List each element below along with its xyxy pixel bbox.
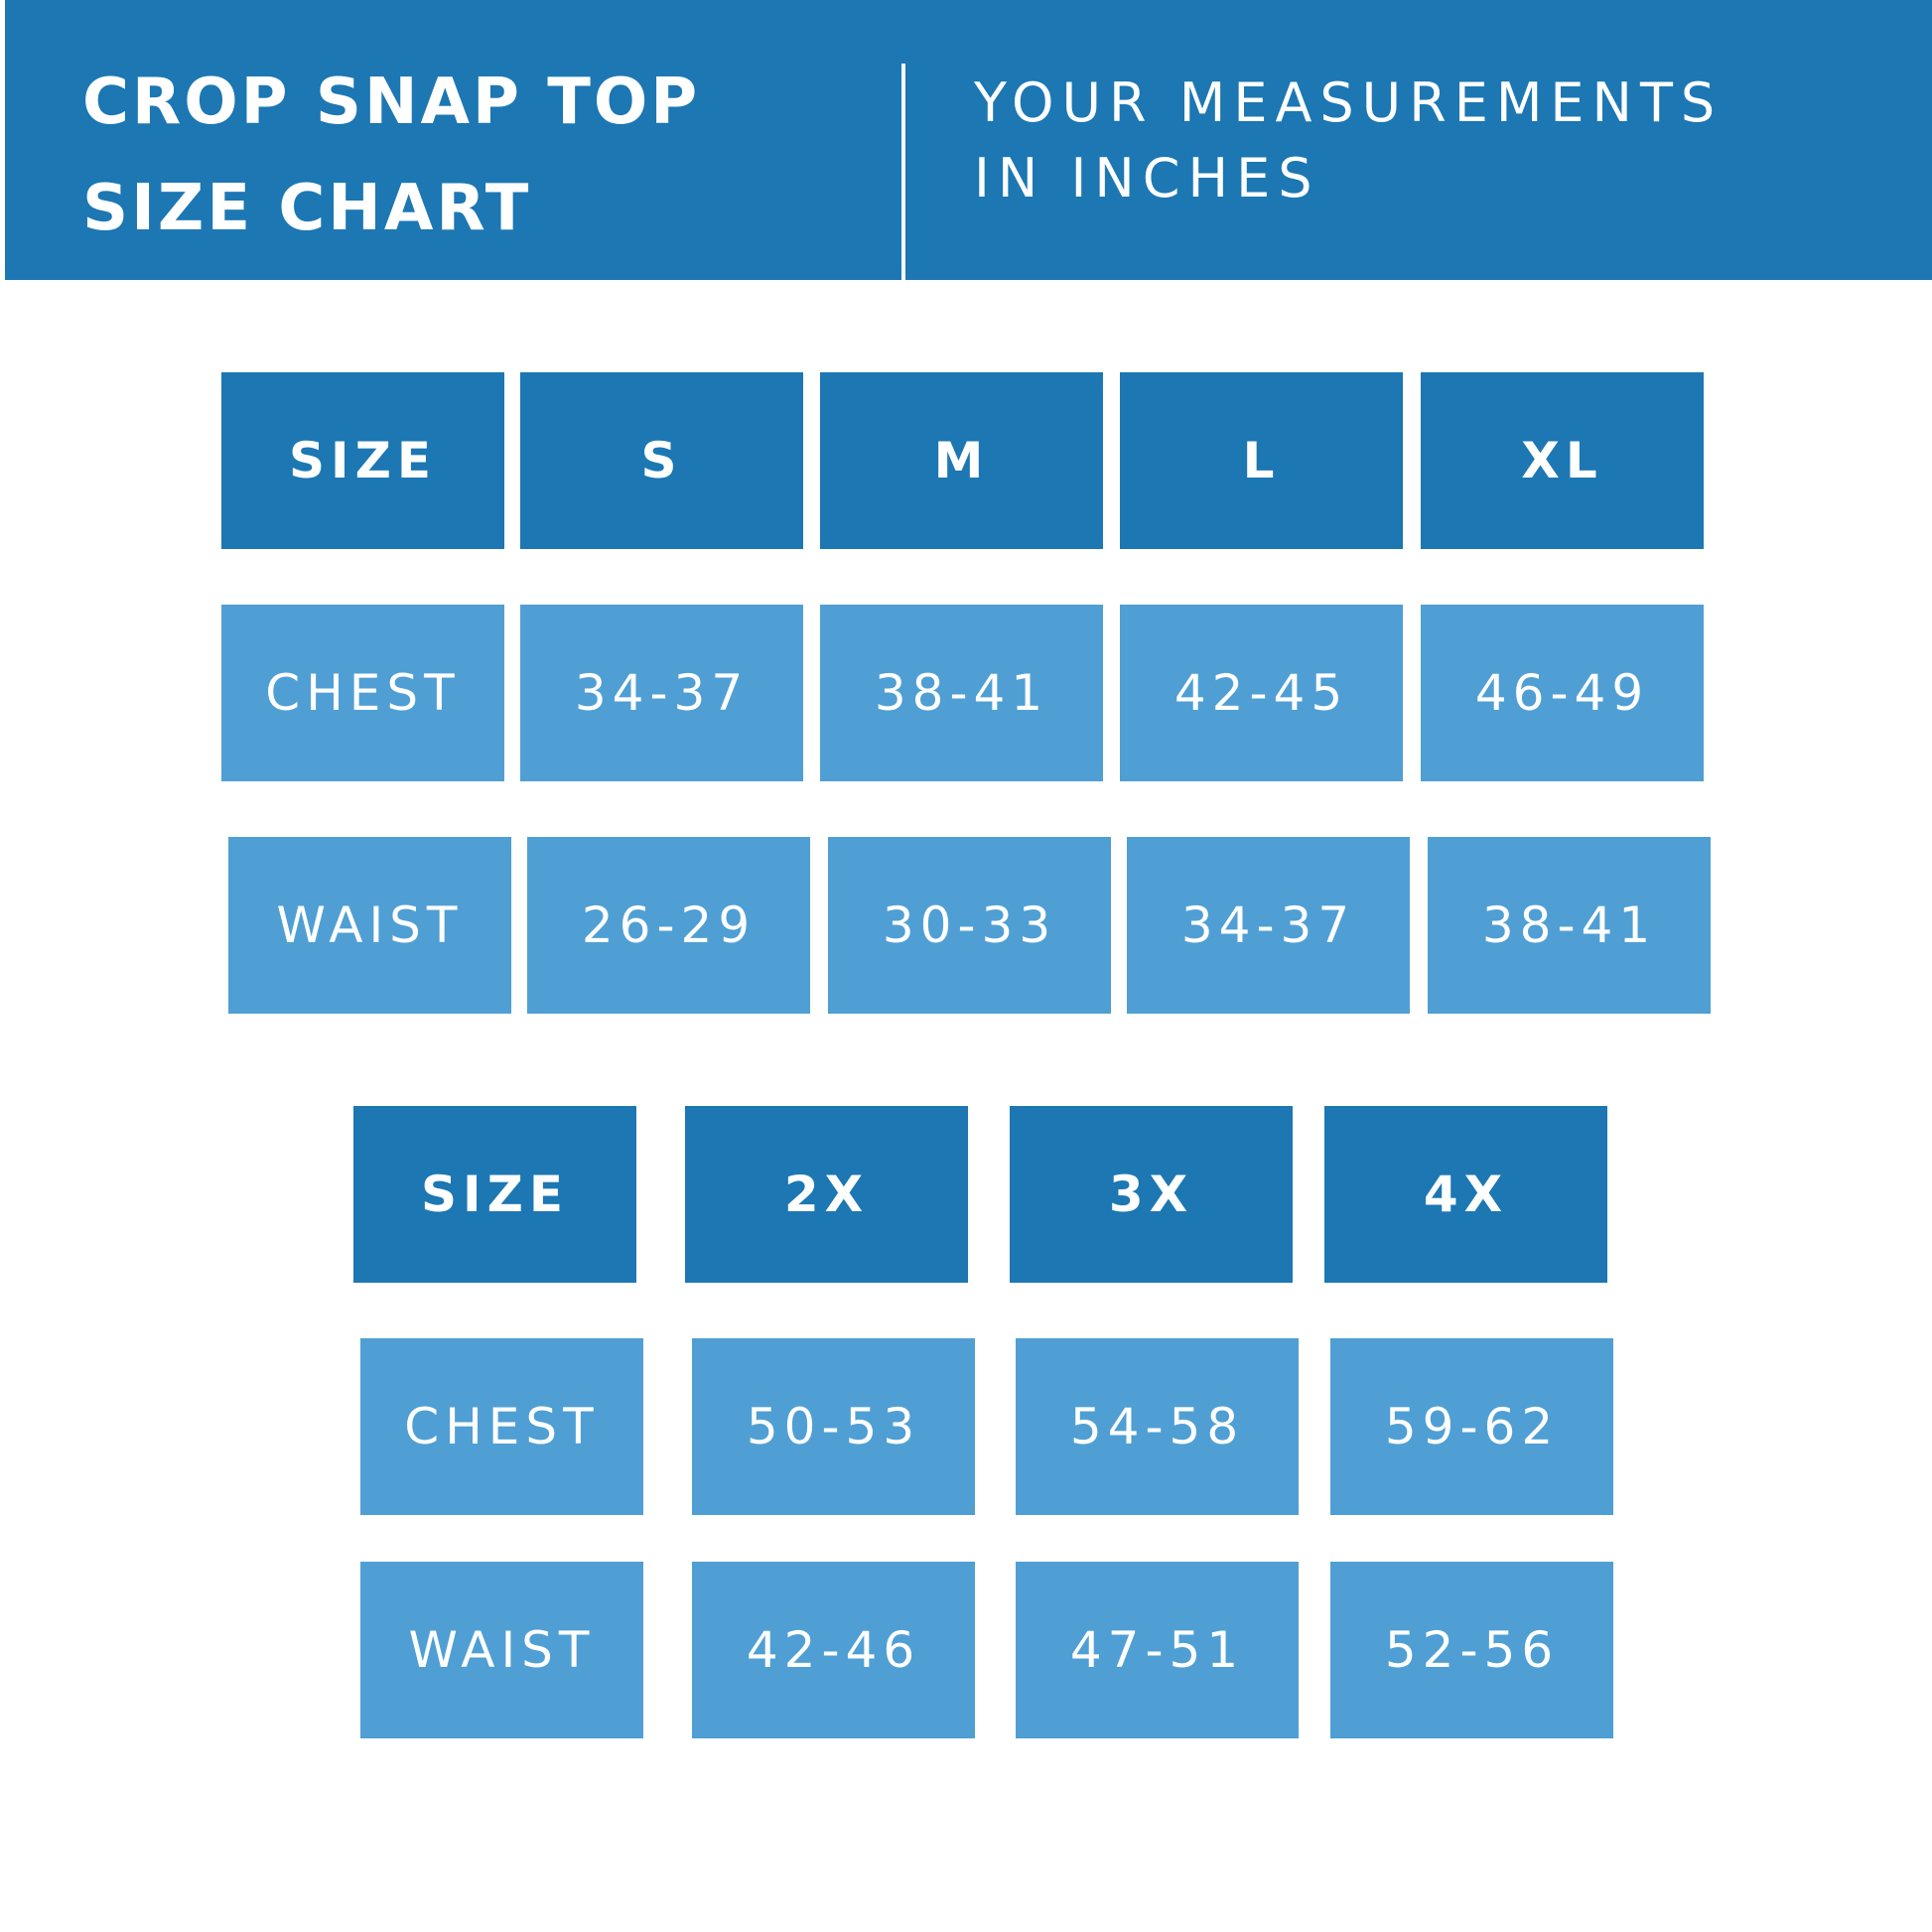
page-subtitle: YOUR MEASUREMENTS IN INCHES — [974, 66, 1723, 216]
size-header-l: L — [1120, 372, 1403, 549]
chest-value-3x: 54-58 — [1016, 1338, 1299, 1515]
waist-value-l: 34-37 — [1127, 837, 1410, 1014]
chest-row-label: CHEST — [221, 605, 504, 781]
size-header-4x: 4X — [1324, 1106, 1607, 1283]
waist-row-label-2: WAIST — [360, 1562, 643, 1738]
size-header-s: S — [520, 372, 803, 549]
size-header-xl: XL — [1421, 372, 1704, 549]
chest-value-4x: 59-62 — [1330, 1338, 1613, 1515]
chest-value-2x: 50-53 — [692, 1338, 975, 1515]
size-header-3x: 3X — [1010, 1106, 1293, 1283]
chest-row-label-2: CHEST — [360, 1338, 643, 1515]
waist-value-4x: 52-56 — [1330, 1562, 1613, 1738]
waist-value-m: 30-33 — [828, 837, 1111, 1014]
header-divider — [901, 64, 905, 280]
chest-value-s: 34-37 — [520, 605, 803, 781]
waist-value-2x: 42-46 — [692, 1562, 975, 1738]
chest-value-m: 38-41 — [820, 605, 1103, 781]
waist-value-3x: 47-51 — [1016, 1562, 1299, 1738]
waist-value-xl: 38-41 — [1428, 837, 1711, 1014]
subtitle-line-1: YOUR MEASUREMENTS — [974, 71, 1724, 134]
waist-value-s: 26-29 — [527, 837, 810, 1014]
chest-value-xl: 46-49 — [1421, 605, 1704, 781]
header-banner: CROP SNAP TOP SIZE CHART YOUR MEASUREMEN… — [5, 0, 1932, 280]
waist-row-label: WAIST — [228, 837, 511, 1014]
subtitle-line-2: IN INCHES — [974, 147, 1320, 209]
chest-value-l: 42-45 — [1120, 605, 1403, 781]
size-header-2x: 2X — [685, 1106, 968, 1283]
size-header-m: M — [820, 372, 1103, 549]
size-header-label-2: SIZE — [353, 1106, 636, 1283]
page-title: CROP SNAP TOP SIZE CHART — [82, 50, 700, 262]
size-header-label: SIZE — [221, 372, 504, 549]
title-line-2: SIZE CHART — [82, 172, 532, 245]
title-line-1: CROP SNAP TOP — [82, 66, 701, 139]
